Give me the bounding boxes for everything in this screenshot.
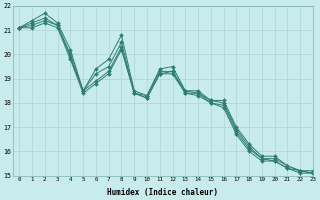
X-axis label: Humidex (Indice chaleur): Humidex (Indice chaleur) [108,188,219,197]
